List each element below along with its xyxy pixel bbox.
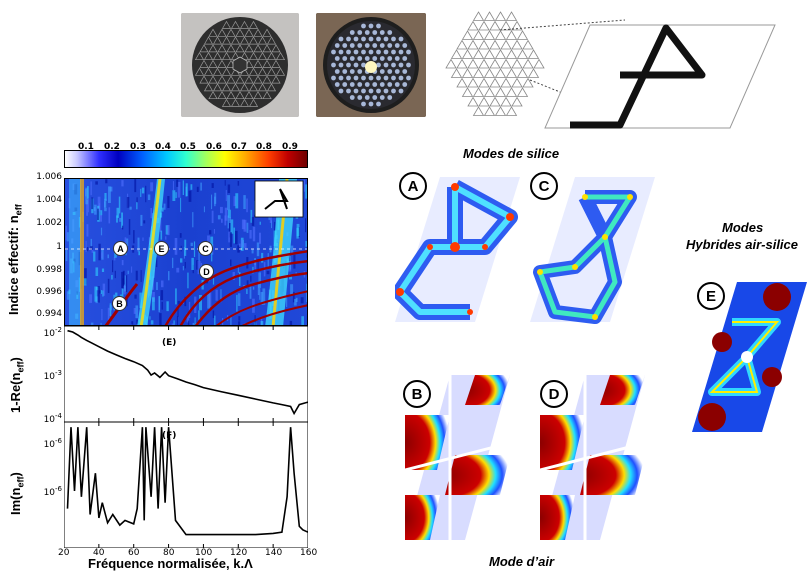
marker-a: A — [113, 241, 128, 256]
ytick: 0.998 — [36, 265, 62, 275]
title-air: Mode d’air — [489, 554, 554, 569]
xtick: 140 — [265, 548, 282, 558]
panel-a-yticks: 1.006 1.004 1.002 1 0.998 0.996 0.994 — [30, 172, 64, 322]
ytick: 1.002 — [36, 218, 62, 228]
colorbar-tick: 0.2 — [104, 142, 120, 152]
ytick: 1.006 — [36, 172, 62, 182]
title-silice: Modes de silice — [463, 146, 559, 161]
title-hybrid-1: Modes — [722, 220, 763, 235]
colorbar-tick: 0.1 — [78, 142, 94, 152]
mode-d-label: D — [540, 380, 568, 408]
mode-c-label: C — [530, 172, 558, 200]
fiber-photo-2 — [316, 13, 426, 117]
colorbar-tick: 0.3 — [130, 142, 146, 152]
colorbar — [64, 150, 308, 168]
line-plots — [64, 326, 308, 548]
colorbar-ticks: 0.1 0.2 0.3 0.4 0.5 0.6 0.7 0.8 0.9 — [64, 142, 308, 152]
marker-d: D — [199, 264, 214, 279]
colorbar-tick: 0.4 — [155, 142, 171, 152]
ytick: 10-6 — [44, 437, 62, 450]
ytick: 1.004 — [36, 195, 62, 205]
xtick: 20 — [58, 548, 69, 558]
marker-b: B — [112, 296, 127, 311]
effective-index-map: A E C D B — [64, 178, 308, 326]
panel-b-yticks: 10-2 10-3 10-4 — [32, 326, 64, 422]
colorbar-tick: 0.5 — [180, 142, 196, 152]
colorbar-tick: 0.8 — [256, 142, 272, 152]
ytick: 10-4 — [44, 412, 62, 425]
ytick: 10-6 — [44, 485, 62, 498]
mode-a-label: A — [399, 172, 427, 200]
fiber-photo-1 — [181, 13, 299, 117]
colorbar-tick: 0.6 — [206, 142, 222, 152]
marker-c: C — [198, 241, 213, 256]
colorbar-tick: 0.7 — [231, 142, 247, 152]
colorbar-tick: 0.9 — [282, 142, 298, 152]
panel-a-ylabel: Indice effectif: neff — [6, 204, 24, 315]
xtick: 160 — [300, 548, 317, 558]
ytick: 0.996 — [36, 287, 62, 297]
panel-b-ylabel: 1-Re(neff) — [8, 357, 26, 413]
ytick: 10-2 — [44, 326, 62, 339]
mode-e-label: E — [697, 282, 725, 310]
panel-c-tag: (F) — [162, 431, 176, 441]
ytick: 1 — [56, 242, 62, 252]
mode-b-label: B — [403, 380, 431, 408]
panel-c-ylabel: Im(neff) — [8, 472, 26, 515]
ytick: 10-3 — [44, 369, 62, 382]
panel-b-tag: (E) — [162, 338, 176, 348]
marker-e: E — [154, 241, 169, 256]
panel-c-yticks: 10-6 10-6 — [32, 425, 64, 525]
lattice-diagram — [440, 10, 800, 130]
title-hybrid-2: Hybrides air-silice — [686, 237, 798, 252]
ytick: 0.994 — [36, 309, 62, 319]
